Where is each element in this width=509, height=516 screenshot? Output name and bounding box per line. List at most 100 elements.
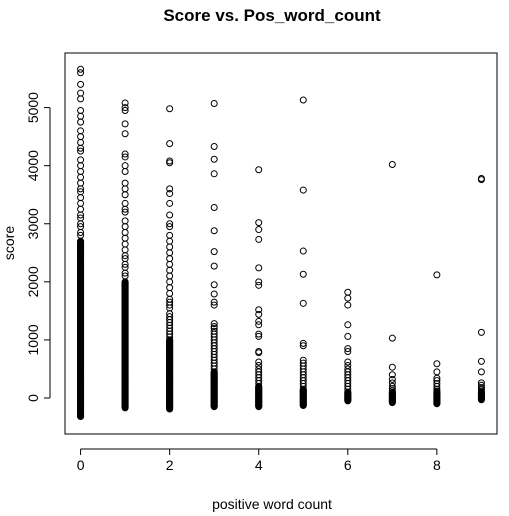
data-point [77,199,85,207]
data-point [299,339,307,347]
y-tick-label: 4000 [25,150,41,181]
data-point [121,191,129,199]
data-point [344,332,352,340]
data-point [255,306,263,314]
data-point [166,272,174,280]
data-point [77,167,85,175]
data-point [299,299,307,307]
x-axis-label: positive word count [212,496,332,512]
x-tick-label: 2 [166,457,174,473]
data-point [121,223,129,231]
data-point [77,95,85,103]
data-point [255,377,263,385]
data-point [477,368,485,376]
data-point [477,357,485,365]
data-point [166,243,174,251]
chart-title: Score vs. Pos_word_count [163,6,381,25]
data-point [433,368,441,376]
data-point [477,387,485,395]
data-point [299,382,307,390]
data-point [166,185,174,193]
data-point [121,228,129,236]
data-point [388,382,396,390]
data-point [299,247,307,255]
data-point [210,262,218,270]
data-point [166,301,174,309]
y-tick-label: 2000 [25,266,41,297]
data-point [166,284,174,292]
data-point [77,185,85,193]
data-point [77,205,85,213]
data-point [388,334,396,342]
x-tick-label: 8 [433,457,441,473]
data-point [121,185,129,193]
data-point [255,281,263,289]
data-point [121,234,129,242]
data-point [255,278,263,286]
data-point [166,140,174,148]
data-point [166,289,174,297]
data-point [299,186,307,194]
data-point [121,217,129,225]
data-point [433,360,441,368]
data-point [255,235,263,243]
data-point [121,246,129,254]
data-point [388,386,396,394]
data-point [77,127,85,135]
data-point [255,264,263,272]
x-tick-label: 0 [77,457,85,473]
data-point [344,345,352,353]
data-point [77,106,85,114]
data-point [121,120,129,128]
data-point [77,69,85,77]
data-point [166,190,174,198]
data-point [255,321,263,329]
data-point [77,228,85,236]
data-point [77,133,85,141]
y-axis: 0 1000 2000 3000 4000 5000 [25,92,51,402]
data-point [210,170,218,178]
data-point [121,179,129,187]
data-point [77,138,85,146]
data-point [210,143,218,151]
data-point [166,159,174,167]
x-axis: 0 2 4 6 8 [77,448,441,473]
data-point [344,382,352,390]
data-point [344,294,352,302]
data-point [166,333,174,341]
data-point [344,348,352,356]
data-point [166,255,174,263]
data-points [77,65,485,421]
y-tick-label: 5000 [25,92,41,123]
data-point [77,162,85,170]
data-point [210,365,218,373]
data-point [433,271,441,279]
data-point [77,179,85,187]
data-point [210,100,218,108]
data-point [255,358,263,366]
data-point [433,382,441,390]
data-point [121,150,129,158]
data-point [344,358,352,366]
data-point [166,249,174,257]
data-point [388,371,396,379]
data-point [210,298,218,306]
data-point [121,272,129,280]
data-point [166,223,174,231]
data-point [121,205,129,213]
data-point [299,96,307,104]
data-point [433,387,441,395]
data-point [166,231,174,239]
data-point [210,203,218,211]
data-point [166,266,174,274]
data-point [77,80,85,88]
data-point [388,161,396,169]
data-point [77,231,85,239]
plot-frame [64,52,498,435]
data-point [166,237,174,245]
data-point [121,153,129,161]
data-point [255,330,263,338]
x-tick-label: 4 [255,457,263,473]
data-point [166,220,174,228]
